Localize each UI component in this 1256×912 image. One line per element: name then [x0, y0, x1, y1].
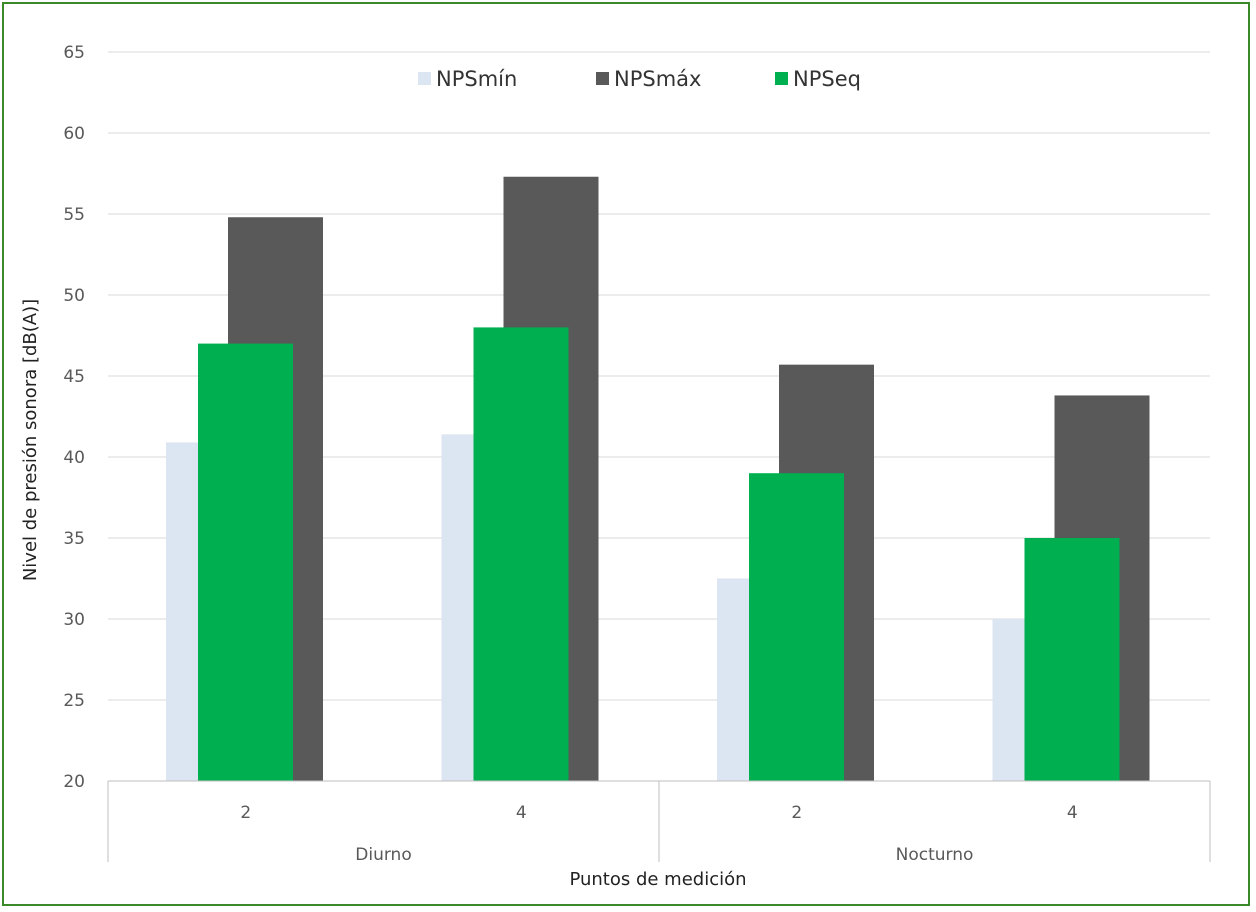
- x-axis-title: Puntos de medición: [569, 869, 746, 890]
- x-group-label: Nocturno: [896, 845, 974, 865]
- legend: NPSmín NPSmáx NPSeq: [418, 67, 861, 91]
- legend-entry: NPSeq: [793, 67, 861, 91]
- x-group-label: Diurno: [355, 845, 411, 865]
- x-tick-label: 4: [516, 803, 527, 823]
- y-tick-label: 40: [63, 448, 85, 468]
- y-tick-label: 65: [63, 43, 85, 63]
- y-tick-label: 35: [63, 529, 85, 549]
- bar-NPSeq-1: [473, 327, 569, 781]
- legend-entry: NPSmáx: [614, 67, 701, 91]
- y-tick-label: 55: [63, 205, 85, 225]
- y-tick-label: 30: [63, 610, 85, 630]
- y-tick-labels: 20 25 30 35 40 45 50 55 60 65: [63, 43, 85, 792]
- y-axis-title: Nivel de presión sonora [dB(A)]: [20, 299, 41, 581]
- bars: [166, 176, 1150, 782]
- y-tick-label: 20: [63, 772, 85, 792]
- x-tick-label: 4: [1067, 803, 1078, 823]
- x-axis: 2 4 2 4 Diurno Nocturno: [107, 780, 1211, 865]
- bar-NPSeq-2: [749, 473, 844, 781]
- bar-NPSeq-3: [1024, 538, 1120, 781]
- y-tick-label: 45: [63, 367, 85, 387]
- x-tick-label: 2: [791, 803, 802, 823]
- y-tick-label: 60: [63, 124, 85, 144]
- legend-swatch: [596, 72, 609, 85]
- legend-entry: NPSmín: [436, 67, 517, 91]
- bar-NPSeq-0: [198, 343, 293, 781]
- x-tick-label: 2: [240, 803, 251, 823]
- legend-swatch: [775, 72, 788, 85]
- y-tick-label: 50: [63, 286, 85, 306]
- legend-swatch: [418, 72, 431, 85]
- y-tick-label: 25: [63, 691, 85, 711]
